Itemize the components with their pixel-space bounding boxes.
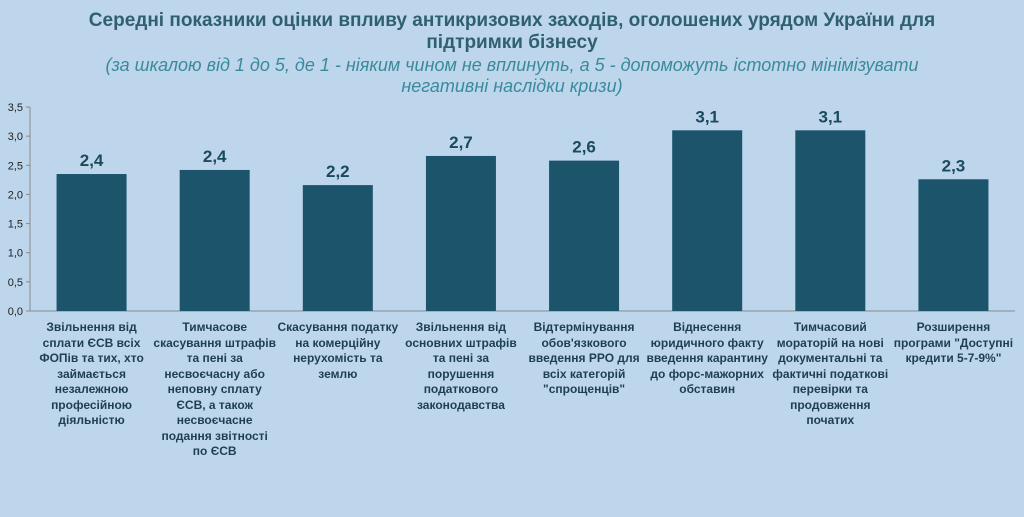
bar	[179, 169, 250, 311]
chart-title: Середні показники оцінки впливу антикриз…	[88, 10, 936, 53]
y-tick-label: 3,0	[8, 131, 23, 143]
bar	[549, 160, 620, 311]
data-label: 2,4	[203, 147, 227, 166]
bar	[56, 174, 127, 311]
data-label: 2,4	[80, 151, 104, 170]
bar	[425, 155, 496, 311]
bar	[918, 179, 989, 311]
y-tick-label: 1,0	[8, 248, 23, 260]
data-label: 2,3	[942, 156, 966, 175]
category-label: Розширення програми "Доступні кредити 5-…	[893, 320, 1014, 365]
category-label: Звільнення від основних штрафів та пені …	[405, 320, 517, 412]
chart-subtitle: (за шкалою від 1 до 5, де 1 - ніяким чин…	[105, 55, 919, 96]
data-label: 3,1	[818, 107, 842, 126]
category-label: Скасування податку на комерційну нерухом…	[277, 320, 399, 381]
data-label: 2,6	[572, 138, 596, 157]
data-label: 3,1	[695, 107, 719, 126]
category-label: Тимчасове скасування штрафів та пені за …	[153, 320, 276, 458]
y-tick-label: 2,0	[8, 189, 23, 201]
y-tick-label: 0,0	[8, 306, 23, 318]
category-label: Звільнення від сплати ЄСВ всіх ФОПів та …	[39, 320, 144, 427]
y-tick-label: 1,5	[8, 219, 23, 231]
bar	[302, 185, 373, 311]
bar	[795, 130, 866, 311]
bar	[672, 130, 743, 311]
y-tick-label: 3,5	[8, 102, 23, 114]
category-label: Тимчасовий мораторій на нові документаль…	[772, 320, 889, 427]
category-label: Віднесення юридичного факту введення кар…	[646, 320, 768, 396]
category-label: Відтермінування обов'язкового введення Р…	[528, 320, 640, 396]
data-label: 2,2	[326, 162, 350, 181]
data-label: 2,7	[449, 133, 473, 152]
y-tick-label: 0,5	[8, 277, 23, 289]
y-tick-label: 2,5	[8, 160, 23, 172]
